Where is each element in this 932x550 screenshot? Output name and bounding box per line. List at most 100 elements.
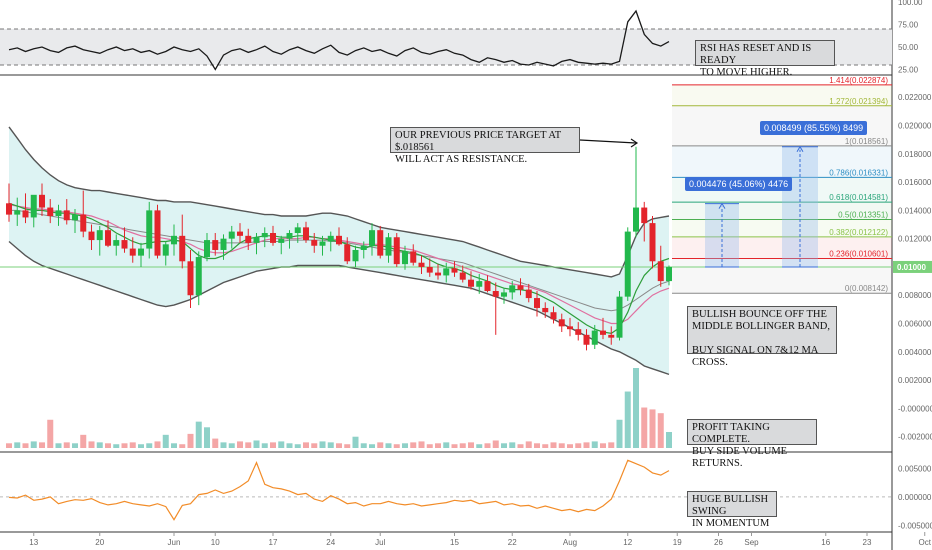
volume-bar: [451, 444, 458, 448]
rsi-tick-label: 100.00: [898, 0, 923, 7]
volume-bar: [146, 443, 153, 448]
candle-body: [410, 251, 417, 263]
volume-bar: [501, 443, 507, 448]
candle-body: [501, 292, 507, 297]
volume-bar: [393, 444, 400, 448]
time-tick-label: Jun: [168, 538, 181, 547]
volume-bar: [88, 441, 95, 448]
volume-bar: [237, 441, 243, 448]
fib-level-label: 0.618(0.014581): [829, 193, 888, 202]
bounce-annotation: BULLISH BOUNCE OFF THE MIDDLE BOLLINGER …: [687, 306, 837, 368]
fib-zone: [672, 145, 892, 178]
volume-bar: [608, 442, 615, 448]
volume-bar: [575, 443, 582, 448]
candle-body: [575, 329, 582, 335]
volume-bar: [534, 443, 540, 448]
price-tick-label: 0.002000: [898, 376, 932, 385]
price-tick-label: 0.004000: [898, 348, 932, 357]
momentum-tick-label: 0.000000: [898, 493, 932, 502]
candle-body: [261, 233, 268, 238]
time-tick-label: 15: [450, 538, 459, 547]
volume-bar: [377, 442, 384, 448]
measure-box-1[interactable]: 0.004476 (45.06%) 4476: [685, 177, 793, 191]
volume-bar: [558, 443, 565, 448]
candle-body: [138, 248, 144, 256]
candle-body: [558, 319, 565, 327]
candle-body: [476, 281, 483, 287]
volume-bar: [204, 427, 210, 448]
volume-bar: [162, 434, 169, 448]
volume-bar: [171, 443, 177, 448]
volume-bar: [517, 444, 524, 448]
volume-bar: [39, 442, 45, 448]
price-tick-label: 0.006000: [898, 320, 932, 329]
candle-body: [303, 227, 309, 241]
price-tick-label: 0.020000: [898, 122, 932, 131]
candle-body: [385, 237, 392, 256]
volume-bar: [6, 443, 12, 448]
candle-body: [253, 237, 260, 243]
candle-body: [6, 203, 12, 215]
rsi-tick-label: 50.00: [898, 43, 919, 52]
candle-body: [195, 257, 202, 296]
measure-box-2[interactable]: 0.008499 (85.55%) 8499: [760, 121, 868, 135]
candle-body: [22, 210, 29, 218]
candle-body: [624, 231, 631, 297]
volume-bar: [641, 407, 648, 448]
time-tick-label: Jul: [375, 538, 385, 547]
volume-bar: [253, 440, 260, 448]
candle-body: [55, 210, 62, 217]
candle-body: [146, 210, 153, 249]
volume-bar: [616, 419, 623, 448]
volume-bar: [468, 442, 474, 448]
time-tick-label: Sep: [744, 538, 759, 547]
volume-annotation: PROFIT TAKING COMPLETE. BUY SIDE VOLUME …: [687, 419, 817, 469]
volume-bar: [443, 442, 450, 448]
volume-bar: [278, 441, 285, 448]
volume-bar: [352, 436, 359, 448]
volume-bar: [179, 444, 186, 448]
candle-body: [228, 231, 235, 239]
volume-bar: [129, 442, 136, 448]
candle-body: [286, 233, 293, 239]
candle-body: [121, 240, 128, 249]
candle-body: [591, 330, 598, 345]
current-price-tag: [893, 260, 932, 273]
momentum-annotation: HUGE BULLISH SWING IN MOMENTUM: [687, 491, 777, 529]
candle-body: [187, 261, 194, 296]
candle-body: [47, 207, 54, 217]
candle-body: [88, 231, 95, 241]
candle-body: [360, 245, 367, 250]
candle-body: [657, 261, 664, 282]
time-tick-label: 16: [821, 538, 830, 547]
bollinger-upper: [8, 126, 670, 278]
momentum-line: [8, 459, 670, 521]
candle-body: [171, 235, 177, 245]
volume-bar: [47, 419, 54, 448]
volume-bar: [525, 441, 532, 448]
candle-body: [608, 334, 615, 338]
volume-bar: [476, 444, 483, 448]
volume-bar: [583, 442, 590, 448]
candle-body: [509, 285, 516, 293]
volume-bar: [270, 442, 276, 448]
candle-body: [369, 230, 375, 246]
volume-bar: [418, 441, 425, 448]
candle-body: [641, 207, 648, 224]
momentum-tick-label: 0.005000: [898, 464, 932, 473]
candle-body: [459, 272, 466, 280]
candle-body: [311, 240, 318, 246]
candle-body: [105, 230, 111, 246]
volume-bar: [542, 444, 549, 448]
volume-bar: [410, 442, 417, 448]
candle-body: [525, 289, 532, 299]
volume-bar: [633, 368, 639, 448]
candle-body: [220, 238, 227, 250]
volume-bar: [426, 444, 433, 448]
fib-zone: [672, 84, 892, 106]
volume-bar: [591, 441, 598, 448]
fib-level-label: 0(0.008142): [845, 284, 888, 293]
candle-body: [96, 230, 103, 241]
time-tick-label: 19: [673, 538, 682, 547]
